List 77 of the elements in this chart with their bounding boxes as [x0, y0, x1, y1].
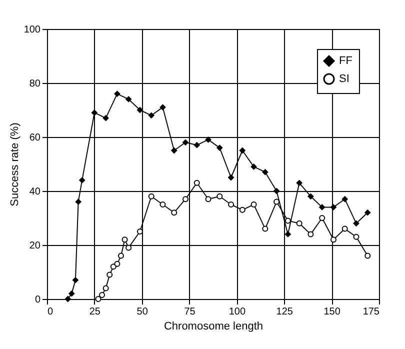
point — [364, 210, 371, 216]
point — [136, 107, 143, 113]
point — [114, 90, 120, 97]
point — [250, 202, 257, 208]
point — [68, 290, 75, 297]
x-tick-label: 25 — [89, 306, 101, 318]
point — [126, 96, 132, 102]
point — [118, 252, 124, 259]
x-tick-label: 50 — [136, 306, 148, 318]
point — [79, 177, 86, 184]
point — [171, 148, 178, 154]
point — [353, 220, 360, 226]
point — [160, 202, 166, 208]
point — [205, 136, 212, 143]
point — [194, 180, 200, 186]
point — [308, 193, 314, 200]
point — [342, 196, 348, 202]
point — [239, 148, 246, 154]
y-tick-label: 100 — [24, 24, 41, 36]
point — [160, 104, 166, 110]
point — [353, 234, 360, 240]
x-tick-label: 175 — [362, 306, 380, 318]
y-tick-label: 80 — [29, 78, 41, 90]
point — [296, 180, 302, 186]
x-tick-label: 0 — [48, 306, 54, 318]
legend-label: SI — [339, 73, 350, 85]
x-axis-title: Chromosome length — [164, 320, 264, 332]
point — [342, 226, 348, 232]
x-tick-label: 100 — [228, 306, 246, 318]
point — [274, 198, 280, 205]
point — [182, 196, 188, 202]
point — [330, 204, 336, 210]
point — [228, 174, 234, 180]
point — [102, 115, 109, 122]
point — [364, 252, 371, 259]
point — [216, 193, 223, 200]
point — [91, 110, 98, 116]
point — [95, 296, 102, 302]
point — [228, 202, 234, 208]
y-tick-label: 20 — [29, 240, 41, 252]
legend-label: FF — [339, 55, 353, 67]
point — [239, 206, 246, 213]
point — [72, 277, 78, 284]
point — [284, 218, 291, 224]
point — [250, 164, 257, 170]
point — [216, 144, 223, 151]
y-axis-title: Success rate (%) — [8, 122, 21, 206]
point — [319, 204, 326, 210]
point — [296, 220, 302, 226]
point — [194, 142, 200, 148]
point — [148, 193, 154, 200]
point — [102, 285, 109, 292]
point — [319, 215, 326, 221]
y-tick-label: 40 — [29, 186, 41, 198]
x-tick-label: 150 — [324, 306, 341, 318]
point — [274, 188, 280, 194]
point — [122, 236, 128, 243]
point — [284, 231, 291, 238]
point — [106, 272, 113, 278]
point — [114, 260, 120, 267]
y-tick-label: 60 — [29, 132, 41, 144]
point — [75, 198, 82, 205]
x-tick-label: 125 — [276, 306, 294, 318]
y-tick-label: 0 — [34, 294, 41, 306]
point — [182, 139, 188, 146]
point — [148, 112, 154, 118]
point — [330, 236, 336, 243]
point — [171, 210, 178, 216]
point — [262, 169, 268, 176]
point — [308, 231, 314, 238]
point — [99, 292, 106, 298]
point — [110, 264, 116, 270]
point — [262, 226, 268, 232]
point — [64, 296, 71, 302]
x-tick-label: 75 — [184, 306, 196, 318]
point — [126, 244, 132, 251]
point — [205, 196, 212, 202]
